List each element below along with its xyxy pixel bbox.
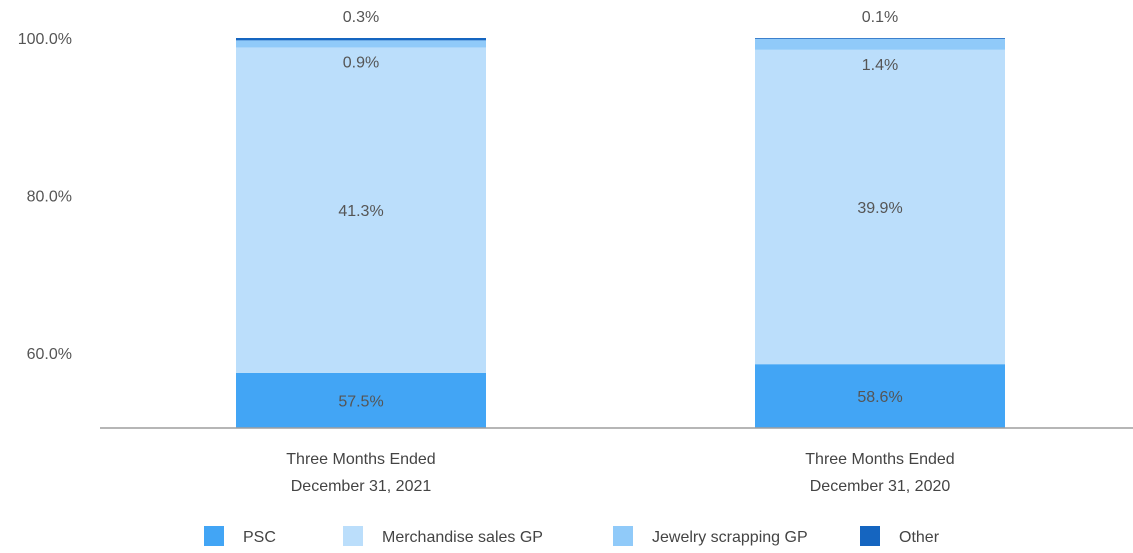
bar-segment-jewelry-scrapping-gp [755, 38, 1005, 50]
bar-segment-psc [755, 364, 1005, 428]
x-category-label: December 31, 2020 [810, 478, 951, 495]
legend-label-other: Other [899, 529, 940, 546]
data-label-merchandise-sales-gp: 39.9% [857, 200, 902, 217]
data-label-other: 0.1% [862, 9, 898, 26]
x-category-label: December 31, 2021 [291, 478, 432, 495]
legend-label-merchandise-sales-gp: Merchandise sales GP [382, 529, 543, 546]
bar-segment-other [755, 38, 1005, 39]
data-label-jewelry-scrapping-gp: 0.9% [343, 54, 379, 71]
legend-swatch-other [860, 526, 880, 546]
legend-swatch-jewelry-scrapping-gp [613, 526, 633, 546]
x-category-label: Three Months Ended [805, 451, 954, 468]
bar-segment-merchandise-sales-gp [755, 49, 1005, 365]
x-category-label: Three Months Ended [286, 451, 435, 468]
legend-swatch-psc [204, 526, 224, 546]
data-label-psc: 57.5% [338, 393, 383, 410]
y-tick-label: 100.0% [18, 31, 72, 48]
data-label-psc: 58.6% [857, 389, 902, 406]
bar-segment-psc [236, 372, 486, 428]
y-axis: 60.0% 80.0% 100.0% [18, 31, 72, 363]
bar-segment-jewelry-scrapping-gp [236, 40, 486, 48]
y-tick-label: 80.0% [27, 189, 72, 206]
data-label-merchandise-sales-gp: 41.3% [338, 203, 383, 220]
x-axis-labels: Three Months Ended December 31, 2021 Three… [286, 451, 954, 495]
bar-segment-other [236, 38, 486, 41]
legend-label-jewelry-scrapping-gp: Jewelry scrapping GP [652, 529, 808, 546]
y-tick-label: 60.0% [27, 346, 72, 363]
legend-swatch-merchandise-sales-gp [343, 526, 363, 546]
data-label-jewelry-scrapping-gp: 1.4% [862, 57, 898, 74]
bars: 57.5% 41.3% 0.9% 0.3% 58.6% 39.9% 1.4% 0.1% [236, 9, 1005, 428]
legend-label-psc: PSC [243, 529, 276, 546]
data-label-other: 0.3% [343, 9, 379, 26]
legend: PSC Merchandise sales GP Jewelry scrapping… [204, 526, 940, 546]
bar-segment-merchandise-sales-gp [236, 47, 486, 373]
